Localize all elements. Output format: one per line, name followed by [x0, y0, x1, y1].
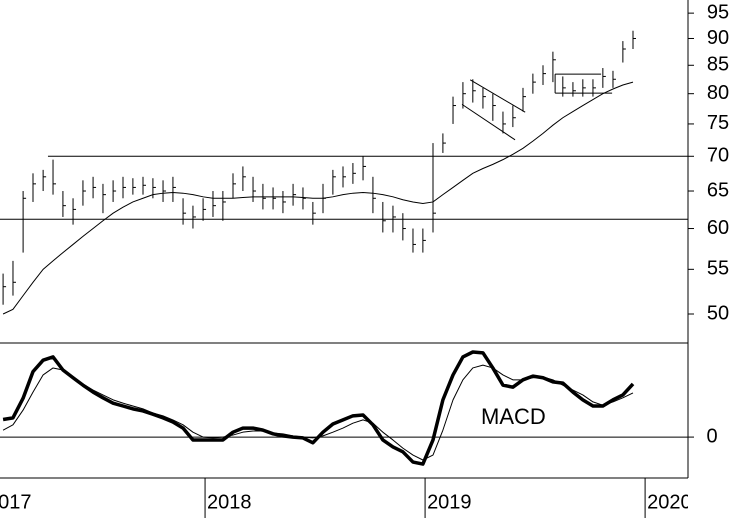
- y-tick-label: 0: [706, 425, 717, 447]
- y-tick-label: 65: [707, 179, 729, 201]
- x-tick-label: 2019: [427, 491, 472, 513]
- y-tick-label: 80: [707, 82, 729, 104]
- y-tick-label: 55: [707, 258, 729, 280]
- trend-line: [461, 103, 516, 141]
- y-tick-label: 75: [707, 112, 729, 134]
- x-tick-label: 2020: [647, 491, 692, 513]
- y-tick-label: 95: [707, 1, 729, 23]
- x-tick-label: 2018: [207, 491, 252, 513]
- y-tick-label: 50: [707, 302, 729, 324]
- trend-line: [469, 79, 526, 113]
- y-tick-label: 70: [707, 145, 729, 167]
- y-tick-label: 85: [707, 54, 729, 76]
- x-tick-label: 2017: [0, 491, 32, 513]
- moving-average: [2, 81, 634, 315]
- y-tick-label: 90: [707, 27, 729, 49]
- plot-area: 2017 2018 2019 2020: [0, 30, 692, 518]
- y-tick-label: 60: [707, 217, 729, 239]
- macd-label: MACD: [481, 404, 546, 429]
